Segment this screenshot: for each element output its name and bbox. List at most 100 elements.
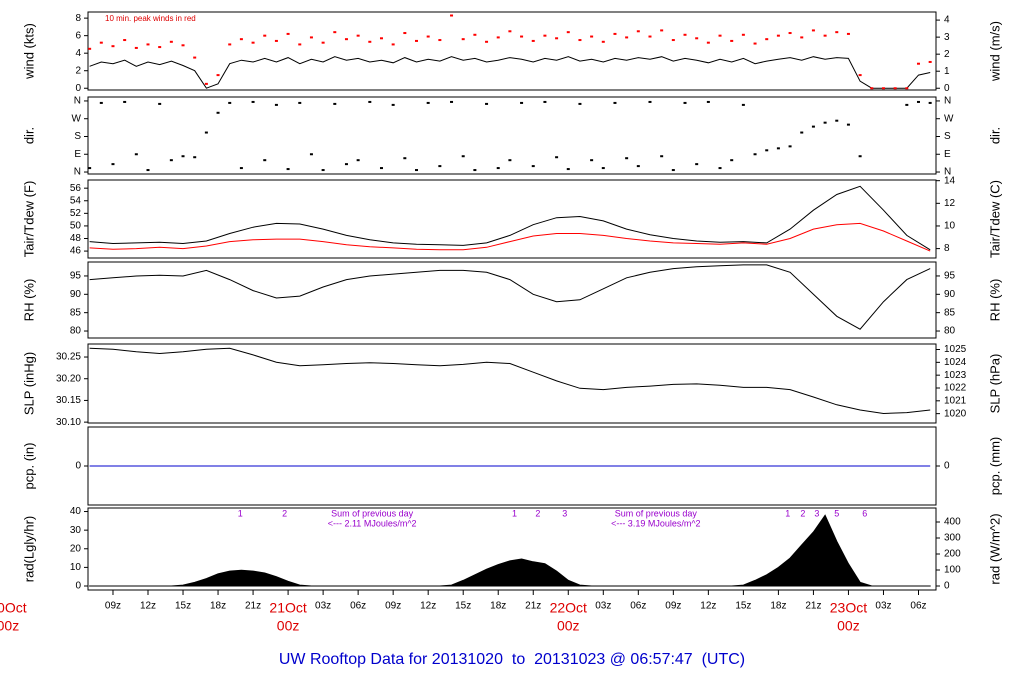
data-point — [134, 46, 138, 49]
data-point — [146, 43, 150, 46]
y2-tick-label: 2 — [944, 49, 950, 60]
data-point — [881, 87, 885, 90]
y2-tick-label: 8 — [944, 243, 950, 254]
y-tick-label: 30.15 — [56, 395, 81, 406]
y-tick-label: 80 — [70, 326, 82, 337]
data-point — [578, 102, 582, 105]
data-point — [578, 39, 582, 42]
y2-tick-label: 0 — [944, 581, 950, 592]
data-point — [741, 103, 745, 106]
y2-tick-label: 10 — [944, 221, 956, 232]
data-point — [823, 121, 827, 124]
y2-tick-label: E — [944, 149, 951, 160]
data-point — [765, 149, 769, 152]
data-point — [391, 103, 395, 106]
data-point — [905, 103, 909, 106]
y2-axis-label: pcp. (mm) — [987, 437, 1002, 496]
data-point — [415, 169, 419, 172]
data-point — [800, 131, 804, 134]
data-point — [531, 165, 535, 168]
y-tick-label: 0 — [75, 83, 81, 94]
data-point — [415, 39, 419, 42]
data-point — [636, 165, 640, 168]
data-point — [858, 155, 862, 158]
data-point — [858, 74, 862, 77]
y2-tick-label: 80 — [944, 326, 956, 337]
x-tick-label: 00z — [0, 618, 19, 634]
data-point — [613, 32, 617, 35]
data-point — [566, 168, 570, 171]
x-tick-label: 12z — [140, 601, 156, 612]
data-point — [99, 101, 103, 104]
y2-axis-label: RH (%) — [987, 279, 1002, 322]
y2-tick-label: 12 — [944, 198, 956, 209]
y2-axis-label: rad (W/m^2) — [987, 513, 1002, 584]
x-tick-label: 00z — [837, 618, 860, 634]
y2-axis-label: Tair/Tdew (C) — [987, 180, 1002, 258]
data-point — [286, 32, 290, 35]
data-point — [263, 159, 267, 162]
data-point — [344, 38, 348, 41]
data-point — [916, 100, 920, 103]
data-point — [590, 159, 594, 162]
panel-frame — [87, 343, 937, 424]
x-tick-label: 03z — [595, 601, 611, 612]
x-tick-label: 12z — [420, 601, 436, 612]
date-label: 23Oct — [830, 600, 867, 616]
data-point — [473, 169, 477, 172]
data-point — [368, 100, 372, 103]
hour-mark: 1 — [238, 508, 243, 518]
data-point — [426, 101, 430, 104]
data-point — [204, 131, 208, 134]
y-tick-label: 56 — [70, 183, 82, 194]
y-tick-label: 50 — [70, 221, 82, 232]
daily-sum: <--- 2.11 MJoules/m^2 — [328, 518, 417, 528]
data-point — [706, 100, 710, 103]
data-point — [123, 100, 127, 103]
y-tick-label: 30.20 — [56, 373, 81, 384]
y2-tick-label: 0 — [944, 83, 950, 94]
x-tick-label: 06z — [910, 601, 926, 612]
y2-tick-label: 1024 — [944, 357, 967, 368]
y-tick-label: S — [74, 131, 81, 142]
y2-tick-label: S — [944, 131, 951, 142]
data-point — [893, 87, 897, 90]
x-tick-label: 03z — [875, 601, 891, 612]
x-tick-label: 09z — [105, 601, 121, 612]
data-point — [251, 41, 255, 44]
data-point — [683, 33, 687, 36]
data-point — [508, 159, 512, 162]
data-point — [520, 35, 524, 38]
daily-sum: Sum of previous day — [615, 508, 698, 518]
y-tick-label: 54 — [70, 195, 82, 206]
y2-tick-label: 90 — [944, 289, 956, 300]
data-point — [543, 100, 547, 103]
data-point — [706, 41, 710, 44]
data-point — [590, 35, 594, 38]
y2-tick-label: 400 — [944, 517, 961, 528]
data-point — [695, 163, 699, 166]
y2-tick-label: 1020 — [944, 408, 967, 419]
data-point — [660, 29, 664, 32]
data-point — [601, 167, 605, 170]
data-point — [321, 169, 325, 172]
y2-tick-label: 0 — [944, 461, 950, 472]
data-point — [228, 101, 232, 104]
data-point — [870, 87, 874, 90]
y-axis-label: RH (%) — [21, 279, 36, 322]
data-point — [379, 167, 383, 170]
y2-axis-label: dir. — [987, 127, 1002, 144]
y-tick-label: 46 — [70, 246, 82, 257]
hour-mark: 3 — [814, 508, 819, 518]
y2-tick-label: 1 — [944, 66, 950, 77]
y-tick-label: W — [72, 113, 82, 124]
x-tick-label: 21z — [525, 601, 541, 612]
data-point — [309, 153, 313, 156]
data-point — [776, 147, 780, 150]
data-point — [123, 39, 127, 42]
data-point — [683, 101, 687, 104]
data-point — [671, 169, 675, 172]
data-point — [239, 38, 243, 41]
y-tick-label: 4 — [75, 48, 81, 59]
panel-frame — [87, 261, 937, 339]
